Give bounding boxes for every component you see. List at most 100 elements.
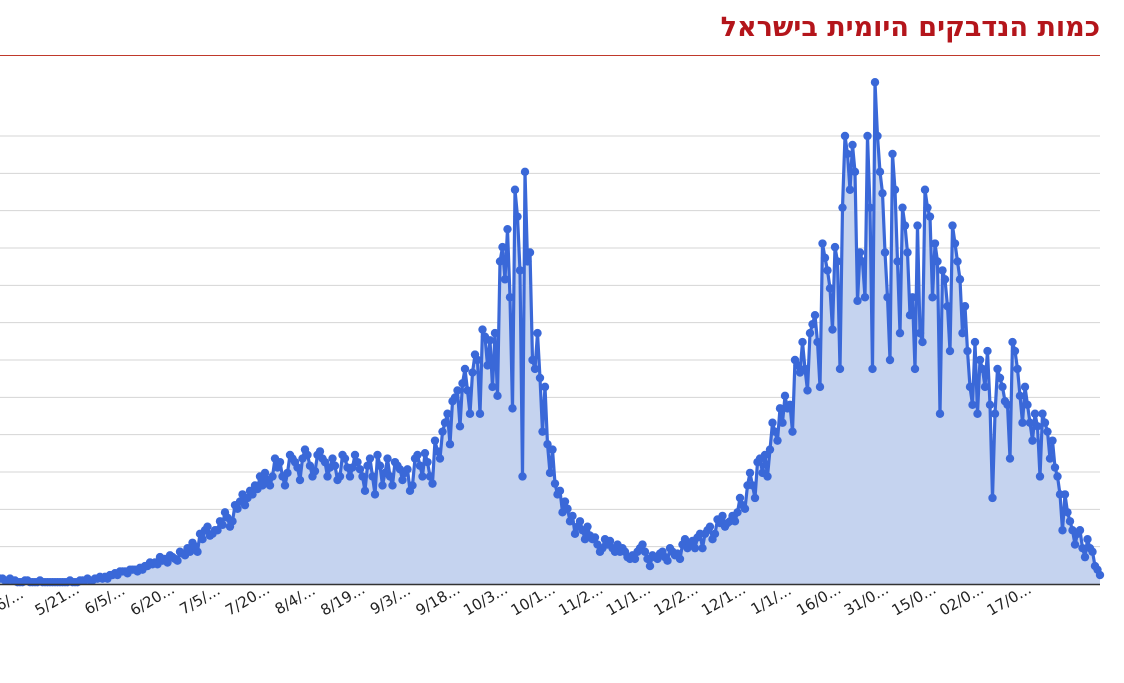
data-point (198, 535, 207, 544)
x-axis: 6/... 5/21...6/5/...6/20...7/5/...7/20...… (0, 580, 1100, 620)
data-point (233, 504, 242, 513)
data-point (978, 364, 987, 374)
data-point (563, 504, 572, 513)
data-point (435, 454, 445, 463)
data-point (453, 386, 462, 395)
data-point (260, 468, 270, 478)
data-point (1070, 540, 1080, 549)
x-tick-label: 31/0... (841, 580, 892, 620)
data-point (705, 522, 715, 531)
data-point (815, 382, 825, 392)
data-point (833, 257, 842, 266)
x-tick-label: 6/... (0, 585, 27, 615)
data-point (848, 140, 857, 150)
data-point (388, 481, 397, 490)
data-point (995, 373, 1005, 383)
data-point (865, 203, 875, 212)
data-point (698, 543, 707, 553)
data-point (933, 257, 942, 266)
data-point (948, 221, 957, 230)
data-point (883, 293, 892, 302)
data-point (923, 203, 932, 212)
data-point (970, 337, 980, 347)
data-point (1060, 490, 1070, 499)
data-point (478, 325, 487, 334)
data-point (910, 364, 920, 374)
data-point (835, 364, 845, 374)
data-point (863, 131, 872, 141)
data-point (545, 468, 555, 478)
data-point (1038, 409, 1047, 418)
data-point (885, 355, 895, 365)
data-point (1015, 391, 1025, 401)
data-point (780, 391, 790, 401)
data-point (340, 454, 350, 463)
data-point (568, 511, 577, 521)
x-tick-label: 15/0... (889, 580, 940, 620)
data-point (518, 472, 527, 481)
data-point (843, 149, 852, 159)
data-point (378, 481, 387, 490)
data-point (798, 337, 807, 347)
data-point (998, 382, 1007, 392)
data-point (203, 522, 212, 531)
x-tick-label: 02/0... (936, 580, 987, 620)
data-point (980, 382, 990, 392)
data-point (258, 481, 267, 490)
data-point (560, 497, 570, 506)
data-point (945, 346, 955, 356)
data-point (985, 400, 995, 409)
data-point (575, 517, 585, 526)
data-point (1080, 552, 1090, 562)
data-point (383, 454, 392, 463)
data-point (1063, 508, 1072, 517)
x-tick-label: 7/5/... (177, 581, 224, 618)
data-point (420, 448, 430, 458)
data-point (428, 479, 437, 488)
data-point (530, 364, 540, 374)
data-point (520, 167, 530, 177)
data-point (640, 547, 650, 556)
data-point (523, 257, 532, 266)
data-point (275, 457, 285, 467)
data-point (785, 400, 795, 409)
data-point (840, 131, 850, 141)
data-point (353, 457, 362, 467)
data-point (760, 450, 770, 460)
data-point (438, 427, 447, 436)
data-point (1030, 409, 1040, 418)
data-point (605, 536, 615, 546)
data-point (993, 364, 1002, 374)
data-point (820, 253, 830, 263)
data-point (920, 185, 930, 194)
data-point (185, 547, 195, 556)
data-point (875, 167, 885, 177)
data-point (1023, 400, 1032, 409)
data-point (823, 266, 832, 275)
data-point (830, 242, 840, 252)
data-point (788, 427, 797, 436)
data-point (1018, 418, 1027, 427)
data-point (173, 556, 182, 565)
data-point (408, 481, 417, 490)
data-point (630, 554, 640, 564)
data-point (330, 461, 340, 470)
x-tick-label: 12/2... (651, 580, 702, 620)
data-point (1003, 400, 1012, 409)
data-point (1025, 418, 1035, 427)
data-point (943, 302, 952, 311)
data-point (323, 472, 332, 481)
data-point (953, 257, 962, 266)
data-point (748, 481, 757, 490)
data-point (1035, 472, 1045, 481)
data-point (775, 404, 785, 413)
x-tick-label: 9/3/... (367, 581, 414, 618)
data-point (740, 504, 750, 513)
data-point (500, 275, 510, 284)
data-point (735, 493, 745, 503)
series-area (0, 82, 1100, 585)
data-point (888, 149, 897, 159)
series-daily-cases (0, 78, 1105, 587)
data-point (845, 185, 855, 194)
data-point (213, 526, 222, 535)
